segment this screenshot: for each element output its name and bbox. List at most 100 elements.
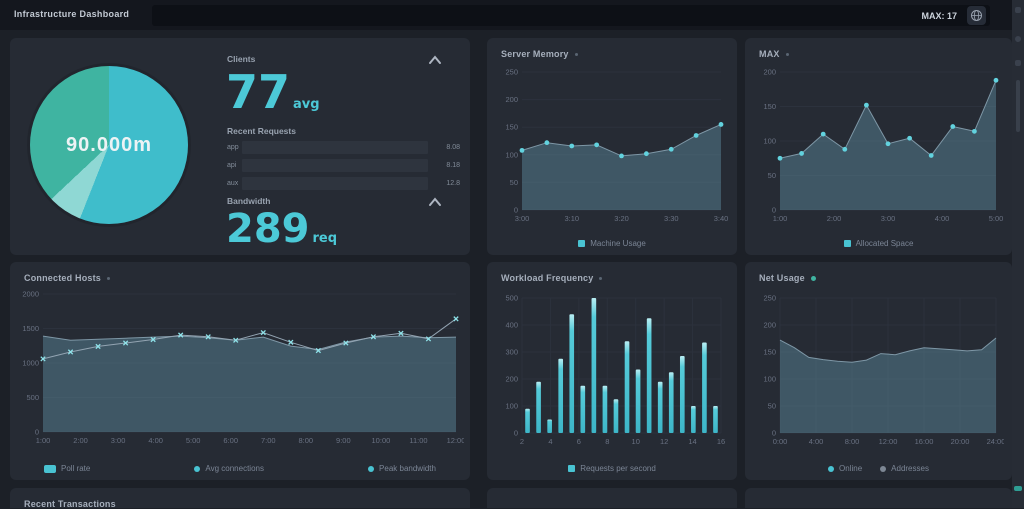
net-usage-chart: 250 200 150 100 50 0 0:00 4:00 8:00 12:00 16:00 20:…: [753, 292, 1005, 447]
svg-text:16: 16: [717, 437, 725, 446]
topbar: Infrastructure Dashboard MAX: 17: [0, 0, 1024, 30]
request-bar-value: 8.08: [446, 144, 460, 151]
svg-text:500: 500: [26, 393, 39, 402]
svg-text:100: 100: [763, 375, 776, 384]
panel-net-usage: Net Usage 250 200 150 100 50 0 0:00 4:00 8:00 12:…: [745, 262, 1012, 480]
collapse-chevron-icon[interactable]: [428, 55, 442, 65]
svg-text:1:00: 1:00: [36, 436, 51, 445]
panel-bottom-middle: [487, 488, 737, 508]
svg-text:3:30: 3:30: [664, 214, 679, 223]
legend-item[interactable]: Avg connections: [194, 464, 264, 473]
chart-legend: Poll rate Avg connections Peak bandwidth: [10, 464, 470, 473]
legend-label: Requests per second: [580, 464, 656, 473]
legend-item[interactable]: Allocated Space: [843, 239, 913, 248]
request-bar-row: app 8.08: [227, 141, 460, 154]
panel-title: Net Usage: [759, 273, 816, 283]
request-bar-track: [242, 177, 428, 190]
svg-text:0:00: 0:00: [773, 437, 788, 446]
svg-text:2:00: 2:00: [73, 436, 88, 445]
svg-text:100: 100: [505, 150, 518, 159]
bottom-panel-title: Recent Transactions: [24, 499, 116, 509]
request-bar-value: 8.18: [446, 162, 460, 169]
svg-text:10:00: 10:00: [372, 436, 391, 445]
svg-text:8: 8: [605, 437, 609, 446]
stat-clients-value: 77 avg: [226, 69, 320, 115]
globe-icon-button[interactable]: [967, 6, 986, 25]
right-rail-scrollbar[interactable]: [1012, 0, 1024, 508]
svg-text:8:00: 8:00: [299, 436, 314, 445]
svg-text:0: 0: [772, 429, 776, 438]
svg-text:6: 6: [577, 437, 581, 446]
legend-item[interactable]: Online: [828, 464, 862, 473]
legend-dot-marker: [880, 465, 887, 472]
svg-text:4:00: 4:00: [935, 214, 950, 223]
panel-workload-frequency: Workload Frequency 500 400 300 200 100 0 2 4 6 8 1…: [487, 262, 737, 480]
rail-teal-indicator: [1014, 486, 1022, 491]
legend-item[interactable]: Machine Usage: [578, 239, 646, 248]
svg-text:12:00: 12:00: [879, 437, 898, 446]
svg-text:0: 0: [514, 429, 518, 438]
info-icon: [107, 276, 111, 280]
svg-text:200: 200: [763, 321, 776, 330]
svg-text:20:00: 20:00: [951, 437, 970, 446]
svg-text:2000: 2000: [22, 290, 39, 299]
svg-text:4:00: 4:00: [809, 437, 824, 446]
stat-bandwidth-label: Bandwidth: [227, 196, 271, 206]
svg-text:150: 150: [763, 102, 776, 111]
rail-glyph-icon: [1015, 7, 1021, 13]
svg-text:0: 0: [514, 206, 518, 215]
svg-text:5:00: 5:00: [186, 436, 201, 445]
info-icon: [599, 276, 603, 280]
svg-text:200: 200: [763, 68, 776, 77]
panel-server-memory: Server Memory 250 200 150 100 50 0 3:00 3:10 3:2…: [487, 38, 737, 255]
search-bar[interactable]: MAX: 17: [152, 5, 990, 26]
svg-text:100: 100: [505, 402, 518, 411]
legend-item[interactable]: Poll rate: [44, 464, 90, 473]
svg-text:3:00: 3:00: [881, 214, 896, 223]
scrollbar-thumb[interactable]: [1016, 80, 1020, 132]
max-chart: 200 150 100 50 0 1:00 2:00 3:00 4:00 5:00: [753, 66, 1004, 224]
request-bar-row: aux 12.8: [227, 177, 460, 190]
legend-label: Poll rate: [61, 464, 91, 473]
svg-text:400: 400: [505, 321, 518, 330]
recent-requests-heading: Recent Requests: [227, 126, 296, 136]
svg-text:1:00: 1:00: [773, 214, 788, 223]
legend-label: Online: [839, 464, 863, 473]
stat-clients-label: Clients: [227, 54, 256, 64]
legend-item[interactable]: Requests per second: [568, 464, 656, 473]
svg-text:3:10: 3:10: [564, 214, 579, 223]
svg-text:2:00: 2:00: [827, 214, 842, 223]
legend-square-marker: [843, 240, 851, 247]
svg-text:7:00: 7:00: [261, 436, 276, 445]
legend-item[interactable]: Peak bandwidth: [368, 464, 436, 473]
status-dot-icon: [810, 275, 816, 281]
panel-overview: 90.000m Clients 77 avg Recent Requests ap…: [10, 38, 470, 255]
svg-text:500: 500: [505, 294, 518, 303]
panel-max: MAX 200 150 100 50 0 1:00 2:00 3:00 4:00 5:00 All…: [745, 38, 1012, 255]
legend-label: Peak bandwidth: [379, 464, 436, 473]
svg-text:250: 250: [763, 294, 776, 303]
svg-text:250: 250: [505, 68, 518, 77]
pie-center-label: 90.000m: [66, 133, 152, 156]
svg-text:14: 14: [688, 437, 696, 446]
svg-text:8:00: 8:00: [845, 437, 860, 446]
stat-clients-suffix: avg: [293, 97, 320, 112]
svg-text:16:00: 16:00: [915, 437, 934, 446]
chart-title: Net Usage: [759, 273, 805, 283]
panel-bottom-right: [745, 488, 1012, 508]
panel-connected-hosts: Connected Hosts 2000 1500 1000 500 0 1:00 2:00…: [10, 262, 470, 480]
svg-text:3:40: 3:40: [714, 214, 729, 223]
info-icon: [574, 52, 578, 56]
connected-hosts-chart: 2000 1500 1000 500 0 1:00 2:00 3:00 4:00 5:00 6:00…: [16, 288, 465, 446]
rail-glyph-icon: [1015, 60, 1021, 66]
legend-item[interactable]: Addresses: [880, 464, 929, 473]
legend-square-marker: [568, 465, 576, 472]
panel-title: Workload Frequency: [501, 273, 603, 283]
svg-text:3:20: 3:20: [614, 214, 629, 223]
chart-legend: Machine Usage: [487, 239, 737, 248]
collapse-chevron-icon[interactable]: [428, 197, 442, 207]
workload-frequency-chart: 500 400 300 200 100 0 2 4 6 8 10 12 14 16: [495, 292, 729, 447]
legend-square-marker: [578, 240, 586, 247]
svg-text:0: 0: [772, 206, 776, 215]
svg-text:11:00: 11:00: [409, 436, 427, 445]
